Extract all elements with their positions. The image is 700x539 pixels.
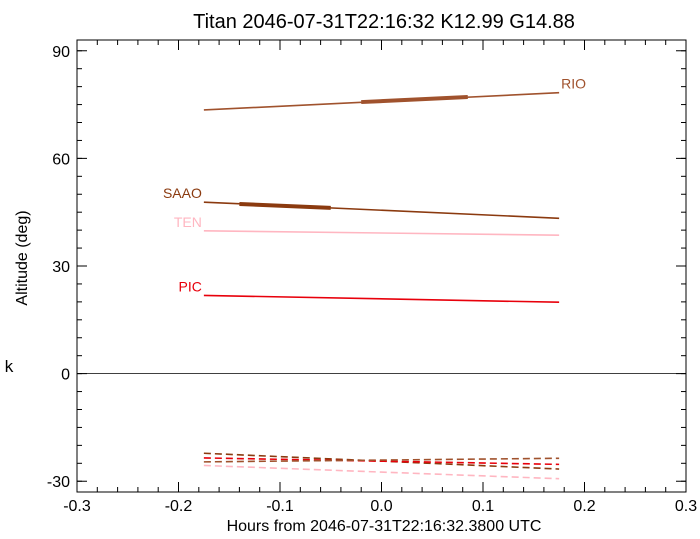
- dashed-series-line: [203, 464, 560, 480]
- y-axis-label: Altitude (deg): [14, 210, 31, 305]
- x-tick-label: -0.2: [165, 498, 193, 515]
- x-tick-label: 0.0: [370, 498, 392, 515]
- x-tick-label: -0.1: [266, 498, 294, 515]
- x-axis-label: Hours from 2046-07-31T22:16:32.3800 UTC: [227, 518, 542, 535]
- y-tick-label: 90: [52, 44, 70, 61]
- x-tick-label: 0.1: [472, 498, 494, 515]
- chart-title: Titan 2046-07-31T22:16:32 K12.99 G14.88: [193, 11, 575, 33]
- y-tick-label: 30: [52, 259, 70, 276]
- pic-series-line: [203, 294, 560, 304]
- pic-series-label: PIC: [179, 278, 202, 294]
- dashed-series-line: [203, 457, 560, 466]
- saao-series-label: SAAO: [163, 185, 202, 201]
- x-tick-label: 0.3: [675, 498, 697, 515]
- stray-k-label: k: [4, 357, 14, 376]
- ten-series-line: [203, 230, 560, 236]
- rio-observable-segment: [361, 95, 468, 105]
- saao-observable-segment: [239, 201, 331, 210]
- y-tick-label: 60: [52, 151, 70, 168]
- x-tick-label: -0.3: [63, 498, 91, 515]
- y-tick-label: 0: [61, 367, 70, 384]
- dashed-series-line: [203, 457, 560, 463]
- ten-series-label: TEN: [174, 214, 202, 230]
- plot-frame: [76, 39, 687, 493]
- x-tick-label: 0.2: [573, 498, 595, 515]
- y-tick-label: -30: [47, 474, 70, 491]
- rio-series-label: RIO: [561, 76, 586, 92]
